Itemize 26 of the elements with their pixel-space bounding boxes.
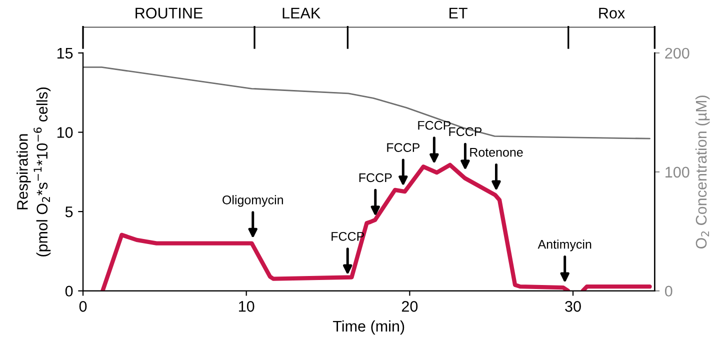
y-axis-title: Respiration (pmol O$_{2}$*s$^{−1}$*10$^{−6}$ cells) bbox=[16, 87, 51, 256]
x-tick-label: 30 bbox=[565, 301, 581, 312]
y2-tick-label: 0 bbox=[664, 286, 672, 297]
y-tick-label: 0 bbox=[65, 286, 73, 297]
x-axis-title: Time (min) bbox=[332, 320, 404, 335]
annotation: FCCP bbox=[387, 143, 420, 152]
y2-tick-label: 100 bbox=[666, 166, 690, 178]
text: Rox bbox=[599, 8, 625, 19]
annotation: Rotenone bbox=[470, 148, 523, 157]
y-tick-label: 5 bbox=[65, 206, 73, 218]
y-tick-label: 15 bbox=[57, 48, 73, 59]
text: LEAK bbox=[282, 8, 320, 18]
annotation: Antimycin bbox=[538, 240, 592, 252]
text: ROUTINE bbox=[136, 8, 202, 19]
annotation: FCCP bbox=[359, 173, 392, 182]
annotation: Oligomycin bbox=[222, 195, 283, 207]
annotation: FCCP bbox=[418, 120, 451, 130]
x-tick-label: 10 bbox=[239, 301, 254, 312]
x-tick-label: 20 bbox=[402, 301, 418, 312]
y2-tick-label: 200 bbox=[665, 48, 690, 59]
y-tick-label: 10 bbox=[57, 127, 73, 138]
x-tick-label: 0 bbox=[79, 301, 87, 312]
annotation: FCCP bbox=[449, 127, 482, 136]
y2-axis-title: O$_{2}$ Concentration (µM) bbox=[695, 96, 710, 248]
text: ET bbox=[450, 8, 468, 18]
line-series bbox=[83, 66, 650, 140]
